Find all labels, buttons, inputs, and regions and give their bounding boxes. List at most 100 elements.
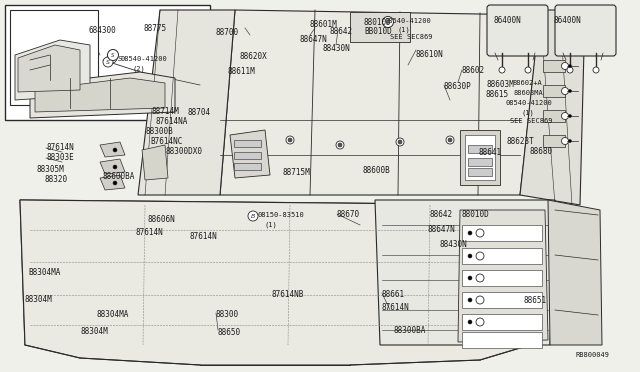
Circle shape [113,165,117,169]
Circle shape [468,231,472,235]
Text: S: S [387,19,390,25]
Polygon shape [100,142,125,157]
Circle shape [567,67,573,73]
Text: 684300: 684300 [88,26,116,35]
Text: 88642: 88642 [430,210,453,219]
Bar [468,158,492,166]
Bar [234,163,261,170]
Text: 88304MA: 88304MA [96,310,129,319]
Circle shape [476,296,484,304]
Text: 88300BA: 88300BA [394,326,426,335]
Text: 88715M: 88715M [283,168,311,177]
Text: 88603M: 88603M [487,80,515,89]
Text: 87614N: 87614N [382,303,410,312]
Circle shape [288,138,292,142]
Bar [543,85,565,97]
Bar [10,10,98,105]
Text: 08540-41200: 08540-41200 [506,100,553,106]
Circle shape [446,136,454,144]
Text: 88610N: 88610N [416,50,444,59]
Polygon shape [18,45,80,92]
Circle shape [398,140,402,144]
Text: 88623T: 88623T [507,137,535,146]
Circle shape [568,140,572,142]
Bar [543,110,565,122]
Text: 86400N: 86400N [554,16,582,25]
Text: 88651: 88651 [524,296,547,305]
Circle shape [107,53,117,63]
Text: 88680: 88680 [530,147,553,156]
Text: 88602+A: 88602+A [513,80,543,86]
Text: 88010D: 88010D [462,210,490,219]
Circle shape [108,49,118,61]
Text: 88300DX0: 88300DX0 [166,147,203,156]
Text: 08150-83510: 08150-83510 [258,212,305,218]
Circle shape [338,143,342,147]
Text: B8304MA: B8304MA [28,268,60,277]
Text: 88606N: 88606N [148,215,176,224]
Polygon shape [20,200,535,365]
Text: 88603MA: 88603MA [514,90,544,96]
Polygon shape [15,40,90,100]
Circle shape [593,67,599,73]
Text: 87614N: 87614N [46,143,74,152]
Text: (1): (1) [522,109,535,115]
Text: 87614N: 87614N [136,228,164,237]
Text: 08540-41200: 08540-41200 [120,56,167,62]
Polygon shape [230,130,270,178]
Circle shape [336,141,344,149]
Text: B: B [251,214,255,218]
Polygon shape [100,175,125,190]
Polygon shape [100,159,125,174]
Text: (1): (1) [398,26,411,32]
Text: 88600B: 88600B [363,166,391,175]
Text: BB010D: BB010D [364,27,392,36]
Circle shape [568,64,572,67]
Polygon shape [220,10,540,195]
Text: 88704: 88704 [188,108,211,117]
Text: 88304M: 88304M [24,295,52,304]
Text: 88303E: 88303E [46,153,74,162]
Text: 88611M: 88611M [228,67,256,76]
Text: 88670: 88670 [337,210,360,219]
Text: 88430N: 88430N [440,240,468,249]
Circle shape [383,16,394,28]
Text: 88700: 88700 [215,28,238,37]
Bar [462,270,542,286]
Bar [468,168,492,176]
Text: 88642: 88642 [330,27,353,36]
Bar [462,332,542,348]
Text: 88305M: 88305M [36,165,64,174]
Circle shape [468,254,472,258]
Text: SEE SEC869: SEE SEC869 [390,34,433,40]
Circle shape [448,138,452,142]
Circle shape [499,67,505,73]
Text: RB800049: RB800049 [576,352,610,358]
Circle shape [561,112,568,119]
Polygon shape [548,200,602,345]
Text: 88300: 88300 [216,310,239,319]
Text: SEE SEC869: SEE SEC869 [510,118,552,124]
Bar [468,145,492,153]
Text: 86400N: 86400N [494,16,522,25]
Text: 88647N: 88647N [300,35,328,44]
Circle shape [561,87,568,94]
Circle shape [525,67,531,73]
Circle shape [476,274,484,282]
Bar [350,12,410,42]
Text: 88714M: 88714M [152,107,180,116]
Circle shape [561,62,568,70]
Text: 88304M: 88304M [80,327,108,336]
Text: B7614NC: B7614NC [150,137,182,146]
Text: 88630P: 88630P [444,82,472,91]
Circle shape [476,252,484,260]
Polygon shape [465,135,495,180]
Bar [462,225,542,241]
Bar [462,314,542,330]
Circle shape [568,90,572,93]
Polygon shape [520,10,585,205]
Text: 88615: 88615 [486,90,509,99]
Text: 88641: 88641 [479,148,502,157]
Polygon shape [138,10,235,195]
Text: S: S [118,56,122,62]
